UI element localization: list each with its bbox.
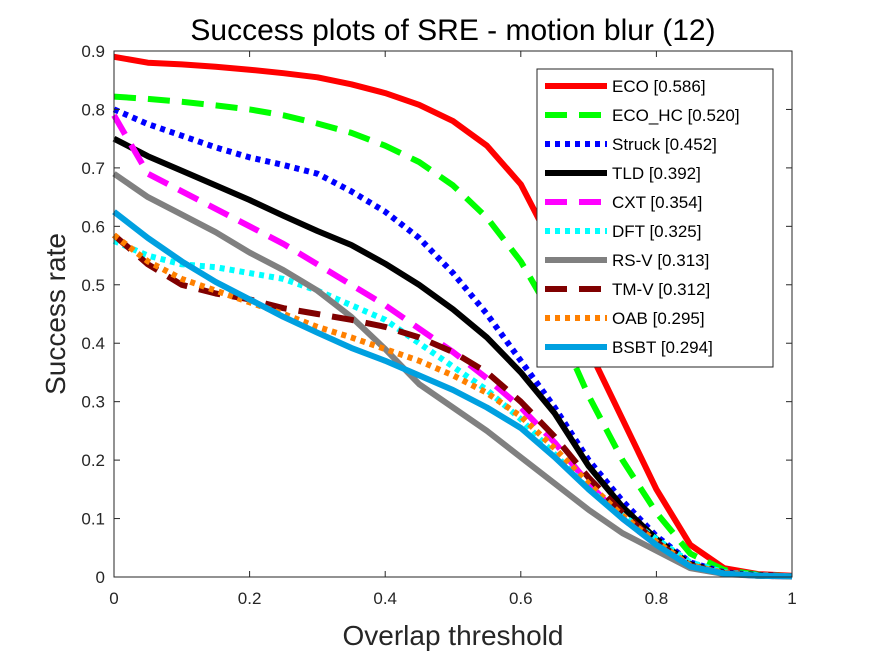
y-tick-label: 0.9 — [81, 42, 105, 61]
legend-label: ECO [0.586] — [612, 77, 706, 96]
chart-title: Success plots of SRE - motion blur (12) — [190, 14, 715, 47]
series-line-eco-hc — [113, 93, 793, 580]
ticks-layer: 0 0.2 0.4 0.6 0.8 1 0 0.1 0.2 0.3 0.4 0.5 0.6 0.7 0.8 0… — [81, 42, 796, 608]
legend-label: Struck [0.452] — [612, 135, 717, 154]
y-tick-label: 0.8 — [81, 100, 105, 119]
y-axis-title: Success rate — [40, 233, 71, 395]
y-tick-label: 0 — [96, 568, 105, 587]
legend-label: TM-V [0.312] — [612, 280, 710, 299]
legend-label: CXT [0.354] — [612, 193, 702, 212]
y-tick-label: 0.3 — [81, 393, 105, 412]
y-tick-label: 0.4 — [81, 334, 105, 353]
x-tick-label: 1 — [787, 589, 796, 608]
legend-label: BSBT [0.294] — [612, 338, 713, 357]
legend-label: TLD [0.392] — [612, 164, 701, 183]
x-tick-label: 0.2 — [238, 589, 262, 608]
axes-frame — [113, 50, 793, 578]
x-axis-title: Overlap threshold — [342, 620, 563, 651]
legend: ECO [0.586] ECO_HC [0.520] Struck [0.452] T… — [536, 68, 774, 368]
series-layer — [111, 53, 793, 580]
y-tick-label: 0.1 — [81, 510, 105, 529]
legend-label: OAB [0.295] — [612, 309, 705, 328]
series-line-bsbt — [112, 209, 793, 580]
y-tick-label: 0.5 — [81, 276, 105, 295]
y-tick-label: 0.6 — [81, 217, 105, 236]
x-tick-label: 0.6 — [509, 589, 533, 608]
x-tick-label: 0 — [109, 589, 118, 608]
series-line-eco — [113, 53, 793, 579]
legend-label: ECO_HC [0.520] — [612, 106, 740, 125]
y-tick-label: 0.7 — [81, 159, 105, 178]
legend-label: DFT [0.325] — [612, 222, 701, 241]
x-tick-label: 0.8 — [645, 589, 669, 608]
legend-label: RS-V [0.313] — [612, 251, 709, 270]
series-line-dft — [112, 238, 793, 580]
y-tick-label: 0.2 — [81, 451, 105, 470]
x-tick-label: 0.4 — [373, 589, 397, 608]
